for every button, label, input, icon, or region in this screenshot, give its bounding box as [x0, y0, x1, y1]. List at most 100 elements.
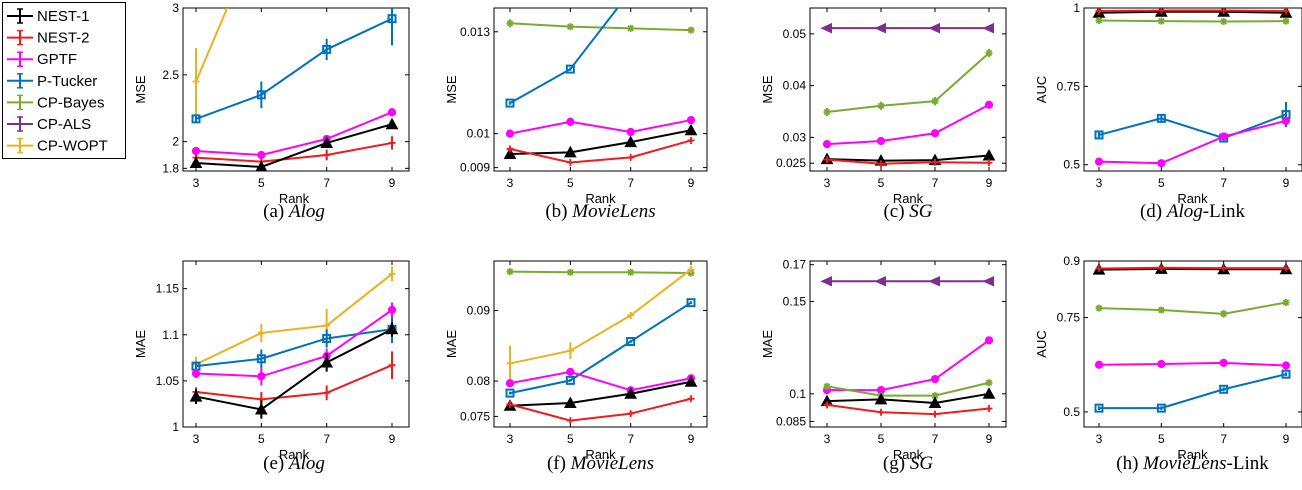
data-point: [506, 400, 514, 408]
series-nest-1: [189, 117, 399, 171]
chart-svg-f: 0.075 0.08 0.09 3 5 7 9 Rank MAE: [444, 260, 708, 462]
series-line: [195, 328, 393, 368]
series-line: [195, 123, 393, 169]
x-tick-label: 7: [323, 176, 330, 190]
y-tick-label: 0.09: [467, 303, 491, 317]
caption-a: (a) Alog: [194, 201, 394, 223]
x-tick-label: 3: [824, 176, 831, 190]
data-point: [505, 388, 515, 398]
series-p-tucker: [505, 298, 696, 398]
y-tick-label: 2: [172, 135, 179, 149]
caption-dataset: Alog: [288, 201, 325, 222]
data-point: [1094, 157, 1104, 166]
data-point: [505, 98, 515, 108]
x-tick-label: 5: [878, 176, 885, 190]
x-tick-label: 3: [193, 176, 200, 190]
caption-g: (g) SG: [808, 453, 1008, 475]
x-axis-label: Rank: [279, 191, 310, 206]
data-point: [191, 114, 201, 124]
x-tick-label: 7: [323, 432, 330, 446]
y-tick-label: 0.075: [460, 409, 490, 423]
data-point: [1094, 130, 1104, 140]
data-point: [931, 410, 939, 418]
data-point: [388, 361, 396, 369]
y-tick-label: 1: [1073, 1, 1080, 15]
series-gptf: [191, 302, 397, 386]
data-point: [566, 23, 574, 31]
series-line: [509, 129, 692, 156]
x-tick-label: 7: [627, 432, 634, 446]
caption-e: (e) Alog: [194, 453, 394, 475]
data-point: [823, 382, 831, 390]
data-point: [254, 402, 268, 415]
caption-dataset: MovieLens: [570, 453, 655, 474]
data-point: [189, 156, 203, 168]
plot-area: [1092, 262, 1293, 413]
y-tick-label: 0.5: [1063, 158, 1080, 172]
data-point: [1282, 299, 1290, 306]
x-tick-label: 7: [627, 176, 634, 190]
y-tick-label: 0.75: [1057, 311, 1081, 325]
x-axis-label: Rank: [893, 191, 924, 206]
data-point: [1282, 17, 1290, 25]
series-cp-bayes: [823, 48, 993, 117]
y-tick-label: 0.17: [783, 258, 807, 272]
data-point: [1095, 265, 1103, 273]
series-line: [509, 397, 692, 422]
legend-entry-cp-bayes: CP-Bayes: [7, 94, 105, 111]
series-line: [1098, 119, 1287, 165]
chart-svg-h: 0.5 0.75 0.9 3 5 7 9 Rank AUC: [1034, 254, 1302, 462]
data-point: [1157, 8, 1165, 15]
series-line: [509, 270, 692, 275]
chart-panel-c: 0.025 0.03 0.04 0.05 3 5 7 9 Rank MSE: [760, 4, 1012, 213]
series-line: [1098, 266, 1286, 270]
legend-entry-nest-2: NEST-2: [7, 30, 90, 47]
data-point: [1281, 116, 1291, 125]
data-point: [626, 127, 635, 137]
series-gptf: [1094, 358, 1291, 370]
data-point: [686, 115, 696, 125]
data-point: [323, 322, 331, 330]
data-point: [1219, 384, 1229, 394]
y-tick-label: 0.1: [789, 387, 806, 401]
data-point: [627, 153, 635, 161]
chart-panel-h: 0.5 0.75 0.9 3 5 7 9 Rank AUC: [1034, 254, 1302, 469]
data-point: [1156, 113, 1166, 123]
data-point: [823, 401, 831, 409]
y-axis-label: AUC: [1034, 330, 1049, 357]
series-line: [826, 158, 990, 165]
series-line: [509, 301, 692, 395]
x-tick-label: 3: [193, 432, 200, 446]
data-point: [982, 387, 996, 399]
data-point: [982, 276, 994, 287]
caption-suffix: -Link: [1226, 453, 1269, 474]
series-line: [826, 52, 990, 114]
legend-entry-p-tucker: P-Tucker: [7, 73, 97, 90]
series-line: [195, 17, 393, 120]
data-point: [684, 375, 698, 387]
series-line: [1098, 361, 1287, 367]
data-point: [388, 139, 396, 147]
x-tick-label: 5: [1158, 176, 1165, 190]
data-point: [1157, 159, 1166, 168]
x-tick-label: 3: [824, 432, 831, 446]
series-line: [195, 309, 393, 378]
data-point: [387, 305, 397, 314]
plot-area: [503, 265, 698, 425]
data-point: [506, 359, 514, 367]
data-point: [984, 336, 994, 345]
caption-b: (b) MovieLens: [501, 201, 701, 223]
series-cp-bayes: [1095, 299, 1290, 318]
data-point: [388, 270, 396, 278]
series-line: [509, 139, 692, 164]
y-tick-label: 0.04: [783, 79, 807, 93]
plot-area: [503, 8, 698, 167]
series-line: [1098, 19, 1287, 23]
data-point: [322, 333, 332, 343]
data-point: [565, 375, 575, 385]
y-tick-label: 0.013: [460, 25, 490, 39]
y-axis-label: MAE: [444, 330, 459, 359]
data-point: [255, 160, 268, 171]
data-point: [566, 417, 574, 425]
x-tick-label: 9: [688, 176, 695, 190]
